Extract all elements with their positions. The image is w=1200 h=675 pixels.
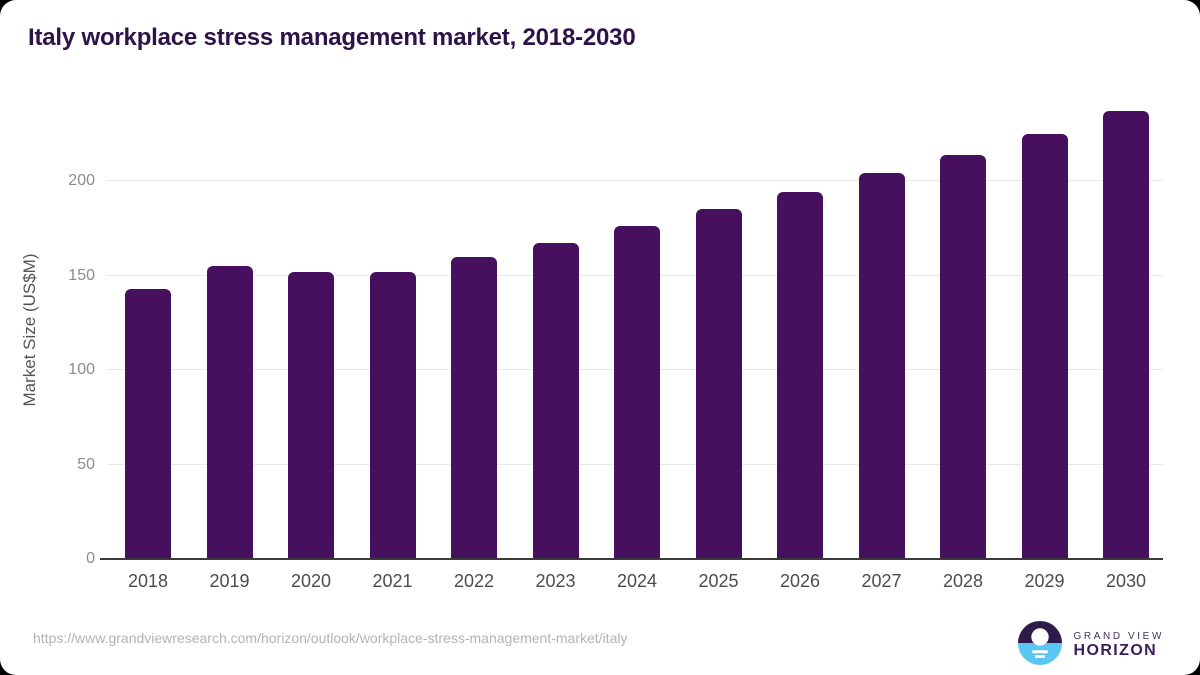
source-url: https://www.grandviewresearch.com/horizo… — [33, 630, 628, 646]
bar-2025[interactable] — [695, 209, 742, 559]
x-tick-label-2021: 2021 — [372, 571, 413, 591]
x-tick-label-2023: 2023 — [535, 571, 576, 591]
grand-view-horizon-logo: GRAND VIEW HORIZON — [1017, 621, 1164, 670]
x-tick-label-2026: 2026 — [779, 571, 821, 591]
x-tick-label-2025: 2025 — [698, 571, 739, 591]
bar-2028[interactable] — [940, 154, 986, 559]
bar-column-2024: 2024 — [614, 100, 660, 591]
bars-row: 2018 2019 2020 2021 2022 2023 2024 2025 2026 2027… — [107, 100, 1163, 591]
logo-grand-view-text: GRAND VIEW — [1073, 630, 1164, 642]
x-tick-label-2028: 2028 — [942, 571, 984, 591]
bar-2029[interactable] — [1021, 133, 1068, 559]
bar-column-2018: 2018 — [125, 100, 171, 591]
page-title: Italy workplace stress management market… — [28, 24, 636, 51]
y-tick-label-50: 50 — [77, 455, 95, 473]
bar-2018[interactable] — [125, 288, 171, 559]
bar-column-2023: 2023 — [532, 100, 579, 591]
bar-column-2029: 2029 — [1021, 100, 1068, 591]
bar-column-2030: 2030 — [1103, 100, 1149, 591]
bar-column-2021: 2021 — [369, 100, 416, 591]
bar-2020[interactable] — [288, 271, 334, 559]
bar-column-2028: 2028 — [940, 100, 986, 591]
bar-2023[interactable] — [532, 243, 579, 559]
y-tick-label-100: 100 — [68, 361, 95, 378]
gridline-200 — [107, 180, 1163, 181]
logo-wordmark: GRAND VIEW HORIZON — [1074, 631, 1164, 661]
bar-column-2020: 2020 — [288, 100, 334, 591]
bar-chart-plot-area: 0 50 100 150 200 2018 2019 2020 2021 2022 2023 202… — [68, 100, 1163, 591]
bar-2027[interactable] — [858, 173, 905, 559]
x-tick-label-2024: 2024 — [616, 571, 658, 591]
x-tick-label-2019: 2019 — [209, 571, 250, 591]
y-tick-label-200: 200 — [68, 172, 95, 189]
x-tick-label-2022: 2022 — [453, 571, 495, 591]
bar-2019[interactable] — [206, 266, 253, 559]
bar-column-2025: 2025 — [695, 100, 742, 591]
logo-horizon-text: HORIZON — [1073, 642, 1158, 660]
y-tick-label-150: 150 — [68, 266, 95, 284]
bar-column-2026: 2026 — [777, 100, 823, 591]
x-axis-line — [100, 558, 1163, 560]
x-tick-label-2029: 2029 — [1024, 571, 1065, 591]
horizon-sun-icon — [1017, 621, 1062, 670]
bar-2024[interactable] — [614, 226, 660, 559]
x-tick-label-2020: 2020 — [290, 571, 332, 591]
bar-2026[interactable] — [777, 192, 823, 559]
bar-2030[interactable] — [1103, 111, 1149, 559]
y-tick-label-0: 0 — [86, 550, 95, 567]
y-axis-title: Market Size (US$M) — [20, 253, 39, 407]
x-tick-label-2018: 2018 — [127, 571, 169, 591]
x-tick-label-2030: 2030 — [1105, 571, 1147, 591]
x-tick-label-2027: 2027 — [861, 571, 902, 591]
bar-2021[interactable] — [369, 271, 416, 559]
bar-column-2027: 2027 — [858, 100, 905, 591]
bar-column-2019: 2019 — [206, 100, 253, 591]
bar-column-2022: 2022 — [451, 100, 497, 591]
bar-2022[interactable] — [451, 256, 497, 559]
